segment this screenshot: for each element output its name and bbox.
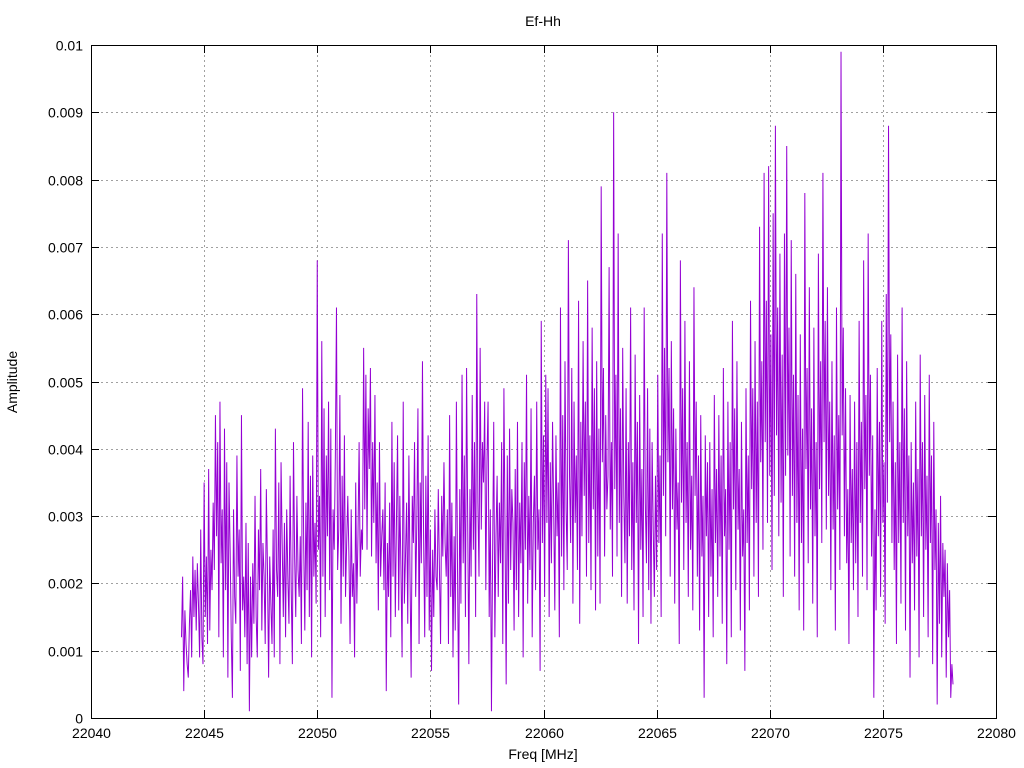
y-tick-label: 0.004 xyxy=(48,442,83,458)
y-axis-title: Amplitude xyxy=(4,351,20,413)
x-tick-label: 22045 xyxy=(185,725,224,741)
y-tick-label: 0.005 xyxy=(48,375,83,391)
grid-lines xyxy=(91,45,996,718)
y-tick-label: 0.007 xyxy=(48,240,83,256)
y-tick-label: 0.001 xyxy=(48,644,83,660)
x-tick-label: 22080 xyxy=(977,725,1016,741)
x-tick-label: 22050 xyxy=(298,725,337,741)
x-tick-labels: 22040 22045 22050 22055 22060 22065 22070 22075… xyxy=(72,725,1016,741)
x-tick-label: 22075 xyxy=(864,725,903,741)
axis-ticks xyxy=(91,45,997,719)
x-tick-label: 22040 xyxy=(72,725,111,741)
y-tick-label: 0.006 xyxy=(48,307,83,323)
y-tick-label: 0.01 xyxy=(56,38,83,54)
y-tick-label: 0.008 xyxy=(48,173,83,189)
x-tick-label: 22070 xyxy=(751,725,790,741)
x-tick-label: 22060 xyxy=(525,725,564,741)
x-tick-label: 22065 xyxy=(638,725,677,741)
y-tick-label: 0 xyxy=(75,711,83,727)
series-line xyxy=(181,51,954,712)
chart-title: Ef-Hh xyxy=(525,13,561,29)
x-tick-label: 22055 xyxy=(411,725,450,741)
x-axis-title: Freq [MHz] xyxy=(508,746,577,762)
y-tick-label: 0.003 xyxy=(48,509,83,525)
y-tick-label: 0.002 xyxy=(48,576,83,592)
y-tick-labels: 0 0.001 0.002 0.003 0.004 0.005 0.006 0.007 0.00… xyxy=(48,38,83,727)
y-tick-label: 0.009 xyxy=(48,105,83,121)
